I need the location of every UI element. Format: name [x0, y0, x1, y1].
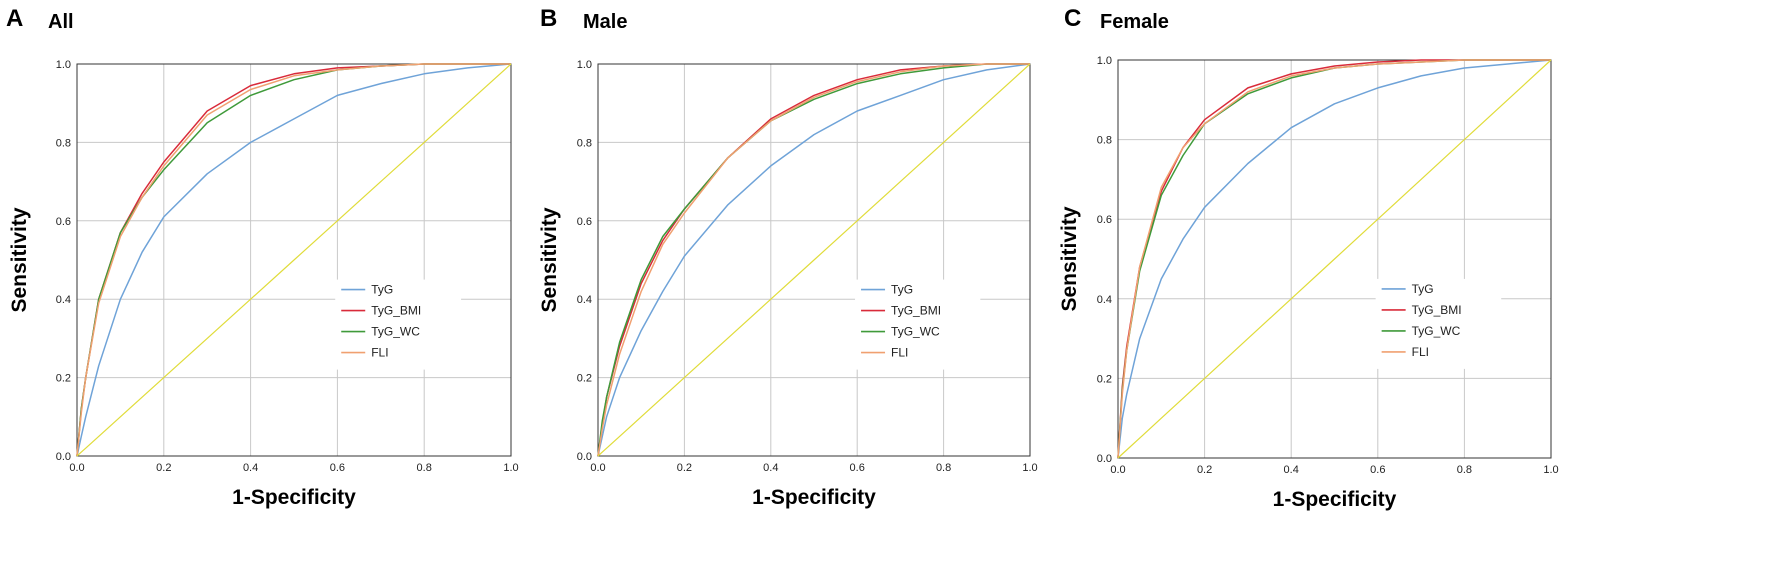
- x-tick-label: 0.0: [590, 462, 605, 474]
- legend: TyG TyG_BMI TyG_WC FLI: [1375, 278, 1502, 369]
- y-tick-label: 0.2: [1097, 373, 1112, 385]
- legend-label: FLI: [1412, 345, 1429, 359]
- reference-diagonal-line: [1117, 59, 1552, 459]
- reference-diagonal-line: [597, 63, 1031, 457]
- x-tick-label: 0.0: [1110, 464, 1125, 476]
- x-tick-label: 1.0: [503, 462, 518, 474]
- x-tick-label: 1.0: [1022, 462, 1037, 474]
- legend: TyG TyG_BMI TyG_WC FLI: [855, 279, 981, 370]
- y-tick-label: 0.6: [577, 216, 592, 228]
- legend: TyG TyG_BMI TyG_WC FLI: [335, 279, 462, 370]
- y-tick-label: 0.8: [56, 137, 71, 149]
- panel-title: Male: [583, 11, 627, 33]
- y-axis-label: Sensitivity: [538, 207, 561, 312]
- x-tick-label: 0.0: [69, 462, 84, 474]
- x-tick-label: 0.6: [850, 462, 865, 474]
- legend-box: [855, 279, 981, 370]
- x-axis-label: 1-Specificity: [752, 486, 876, 509]
- legend-label: TyG_WC: [371, 325, 420, 339]
- plot-frame: [597, 63, 1031, 457]
- y-tick-label: 0.0: [577, 451, 592, 463]
- x-axis-label: 1-Specificity: [1273, 488, 1397, 511]
- x-tick-label: 0.2: [1197, 464, 1212, 476]
- x-tick-label: 0.2: [156, 462, 171, 474]
- y-tick-label: 0.6: [56, 216, 71, 228]
- legend-box: [335, 279, 462, 370]
- legend-label: TyG: [371, 283, 393, 297]
- series-line-tyg: [76, 63, 512, 457]
- panel-title: Female: [1100, 11, 1169, 33]
- roc-curves: [597, 63, 1031, 457]
- x-tick-label: 0.4: [1284, 464, 1299, 476]
- y-tick-label: 0.4: [1097, 294, 1112, 306]
- x-axis-label: 1-Specificity: [232, 486, 356, 509]
- x-tick-label: 0.6: [1370, 464, 1385, 476]
- y-tick-label: 1.0: [577, 59, 592, 71]
- roc-curves: [76, 63, 512, 457]
- grid-lines: [77, 64, 511, 456]
- plot-frame: [1117, 59, 1552, 459]
- legend-box: [1375, 278, 1502, 369]
- legend-label: TyG_BMI: [891, 304, 941, 318]
- y-axis-label: Sensitivity: [8, 207, 31, 312]
- y-tick-label: 0.2: [56, 373, 71, 385]
- legend-label: TyG_WC: [1412, 324, 1461, 338]
- y-tick-label: 0.8: [577, 137, 592, 149]
- series-line-fli: [1117, 59, 1551, 459]
- legend-label: TyG: [1412, 282, 1434, 296]
- y-tick-label: 0.0: [1097, 453, 1112, 465]
- x-tick-label: 0.8: [936, 462, 951, 474]
- panel-letter: A: [6, 5, 23, 32]
- roc-curves: [1117, 59, 1552, 459]
- series-line-fli: [76, 63, 511, 457]
- roc-panel-b: B Male 0.0 0.2 0.4 0.6 0.8 1.0 0.0 0.2 0.4 0.6 0.8 1.…: [538, 5, 1038, 509]
- y-tick-label: 0.6: [1097, 214, 1112, 226]
- x-tick-label: 0.2: [677, 462, 692, 474]
- y-tick-label: 0.4: [577, 294, 592, 306]
- roc-panel-a: A All 0.0 0.2 0.4 0.6 0.8 1.0 0.0 0.2 0.4 0.6 0.8 1.0…: [6, 5, 519, 509]
- plot-frame: [76, 63, 512, 457]
- reference-diagonal-line: [76, 63, 512, 457]
- panel-title: All: [48, 11, 74, 33]
- y-tick-label: 0.2: [577, 373, 592, 385]
- x-tick-label: 1.0: [1543, 464, 1558, 476]
- legend-label: TyG_BMI: [371, 304, 421, 318]
- x-tick-label: 0.8: [417, 462, 432, 474]
- legend-label: TyG_BMI: [1412, 303, 1462, 317]
- series-line-tyg: [597, 63, 1031, 457]
- y-tick-label: 0.4: [56, 294, 71, 306]
- x-tick-label: 0.4: [243, 462, 258, 474]
- roc-panel-c: C Female 0.0 0.2 0.4 0.6 0.8 1.0 0.0 0.2 0.4 0.6 0.8…: [1058, 5, 1559, 511]
- legend-label: TyG_WC: [891, 325, 940, 339]
- y-tick-label: 1.0: [1097, 55, 1112, 67]
- x-tick-label: 0.4: [763, 462, 778, 474]
- y-tick-label: 0.8: [1097, 135, 1112, 147]
- series-line-fli: [597, 63, 1030, 457]
- y-tick-label: 0.0: [56, 451, 71, 463]
- series-line-tyg: [1117, 59, 1552, 459]
- legend-label: FLI: [371, 346, 388, 360]
- legend-label: FLI: [891, 346, 908, 360]
- x-tick-label: 0.8: [1457, 464, 1472, 476]
- y-axis-label: Sensitivity: [1058, 206, 1081, 311]
- x-tick-label: 0.6: [330, 462, 345, 474]
- legend-label: TyG: [891, 283, 913, 297]
- y-tick-label: 1.0: [56, 59, 71, 71]
- panel-letter: B: [540, 5, 557, 32]
- panel-letter: C: [1064, 5, 1081, 32]
